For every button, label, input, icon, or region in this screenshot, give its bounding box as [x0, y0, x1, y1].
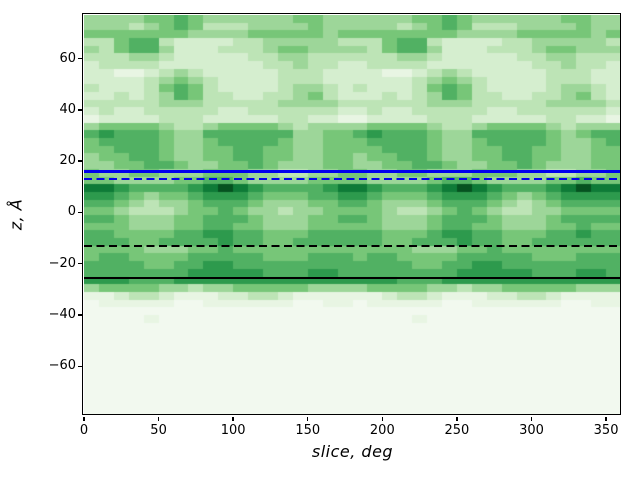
- x-tick-mark: [530, 416, 533, 421]
- y-tick-label: 60: [59, 50, 76, 66]
- hline-blue-dashed: [84, 177, 621, 181]
- y-tick-label: −40: [48, 307, 76, 322]
- y-tick-label: −20: [48, 255, 76, 271]
- x-tick-mark: [456, 416, 458, 421]
- hline-black-solid: [84, 276, 621, 279]
- y-tick-label: 40: [59, 101, 76, 117]
- x-tick-mark: [232, 416, 234, 421]
- hline-blue-solid: [84, 170, 621, 173]
- x-tick-label: 300: [519, 423, 544, 438]
- x-tick-label: 50: [150, 423, 167, 438]
- y-tick-label: −60: [48, 358, 76, 374]
- y-tick-mark: [78, 314, 83, 316]
- y-tick-mark: [78, 160, 83, 162]
- x-tick-mark: [605, 416, 607, 421]
- x-tick-label: 100: [220, 423, 246, 438]
- x-tick-mark: [381, 416, 384, 421]
- x-axis-label: slice, deg: [311, 442, 394, 461]
- y-axis-label: z, Å: [6, 198, 26, 231]
- y-tick-mark: [78, 211, 83, 214]
- heatmap-canvas: [84, 15, 621, 415]
- x-tick-label: 250: [444, 423, 470, 438]
- y-tick-mark: [78, 57, 83, 60]
- y-tick-label: 20: [59, 153, 76, 169]
- x-tick-label: 150: [295, 423, 321, 438]
- x-tick-label: 350: [593, 423, 619, 438]
- y-tick-mark: [78, 109, 83, 111]
- hline-black-dashed: [84, 244, 621, 247]
- y-tick-mark: [78, 263, 83, 265]
- x-tick-label: 0: [79, 423, 89, 438]
- x-tick-mark: [83, 416, 85, 421]
- x-tick-label: 200: [369, 423, 395, 438]
- x-tick-mark: [157, 416, 160, 421]
- x-tick-mark: [307, 416, 309, 421]
- y-tick-mark: [78, 365, 83, 367]
- y-tick-label: 0: [67, 204, 76, 220]
